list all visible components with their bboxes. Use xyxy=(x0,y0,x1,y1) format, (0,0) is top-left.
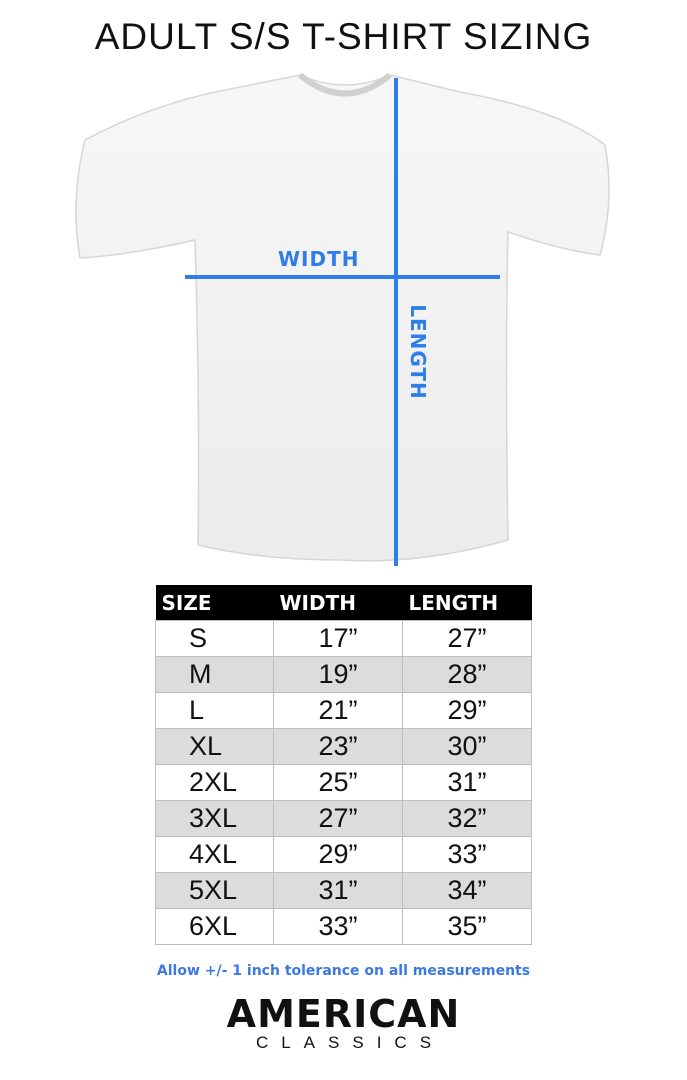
width-label: WIDTH xyxy=(278,247,360,271)
table-row: 2XL 25” 31” xyxy=(155,764,532,801)
width-cell: 33” xyxy=(273,908,403,945)
width-cell: 23” xyxy=(273,728,403,765)
width-cell: 21” xyxy=(273,692,403,729)
size-cell: L xyxy=(155,692,274,729)
table-row: 6XL 33” 35” xyxy=(155,908,532,945)
size-cell: 4XL xyxy=(155,836,274,873)
table-row: S 17” 27” xyxy=(155,620,532,657)
width-cell: 31” xyxy=(273,872,403,909)
length-cell: 31” xyxy=(402,764,532,801)
tshirt-shape xyxy=(75,74,610,562)
table-row: L 21” 29” xyxy=(155,692,532,729)
table-row: M 19” 28” xyxy=(155,656,532,693)
logo-line1: AMERICAN xyxy=(226,992,461,1036)
size-cell: 6XL xyxy=(155,908,274,945)
header-length: LENGTH xyxy=(402,585,532,621)
logo-line2: CLASSICS xyxy=(255,1033,445,1052)
size-cell: 2XL xyxy=(155,764,274,801)
table-header: SIZE WIDTH LENGTH xyxy=(155,585,532,621)
length-cell: 28” xyxy=(402,656,532,693)
size-table: SIZE WIDTH LENGTH S 17” 27” M 19” 28” L 21” 29” X… xyxy=(155,585,532,945)
width-cell: 29” xyxy=(273,836,403,873)
size-cell: 3XL xyxy=(155,800,274,837)
length-cell: 33” xyxy=(402,836,532,873)
length-cell: 29” xyxy=(402,692,532,729)
size-cell: XL xyxy=(155,728,274,765)
table-row: 5XL 31” 34” xyxy=(155,872,532,909)
table-row: 3XL 27” 32” xyxy=(155,800,532,837)
page-title: ADULT S/S T-SHIRT SIZING xyxy=(94,16,593,57)
length-cell: 32” xyxy=(402,800,532,837)
width-cell: 27” xyxy=(273,800,403,837)
size-cell: 5XL xyxy=(155,872,274,909)
brand-logo: AMERICAN CLASSICS xyxy=(0,995,687,1053)
tshirt-diagram xyxy=(75,72,610,566)
size-cell: M xyxy=(155,656,274,693)
table-row: XL 23” 30” xyxy=(155,728,532,765)
length-cell: 30” xyxy=(402,728,532,765)
header-width: WIDTH xyxy=(273,585,403,621)
length-cell: 27” xyxy=(402,620,532,657)
length-label: LENGTH xyxy=(406,304,430,400)
width-cell: 17” xyxy=(273,620,403,657)
table-row: 4XL 29” 33” xyxy=(155,836,532,873)
header-size: SIZE xyxy=(155,585,274,621)
length-cell: 34” xyxy=(402,872,532,909)
size-cell: S xyxy=(155,620,274,657)
length-cell: 35” xyxy=(402,908,532,945)
tolerance-note: Allow +/- 1 inch tolerance on all measur… xyxy=(156,963,531,979)
width-cell: 25” xyxy=(273,764,403,801)
width-cell: 19” xyxy=(273,656,403,693)
